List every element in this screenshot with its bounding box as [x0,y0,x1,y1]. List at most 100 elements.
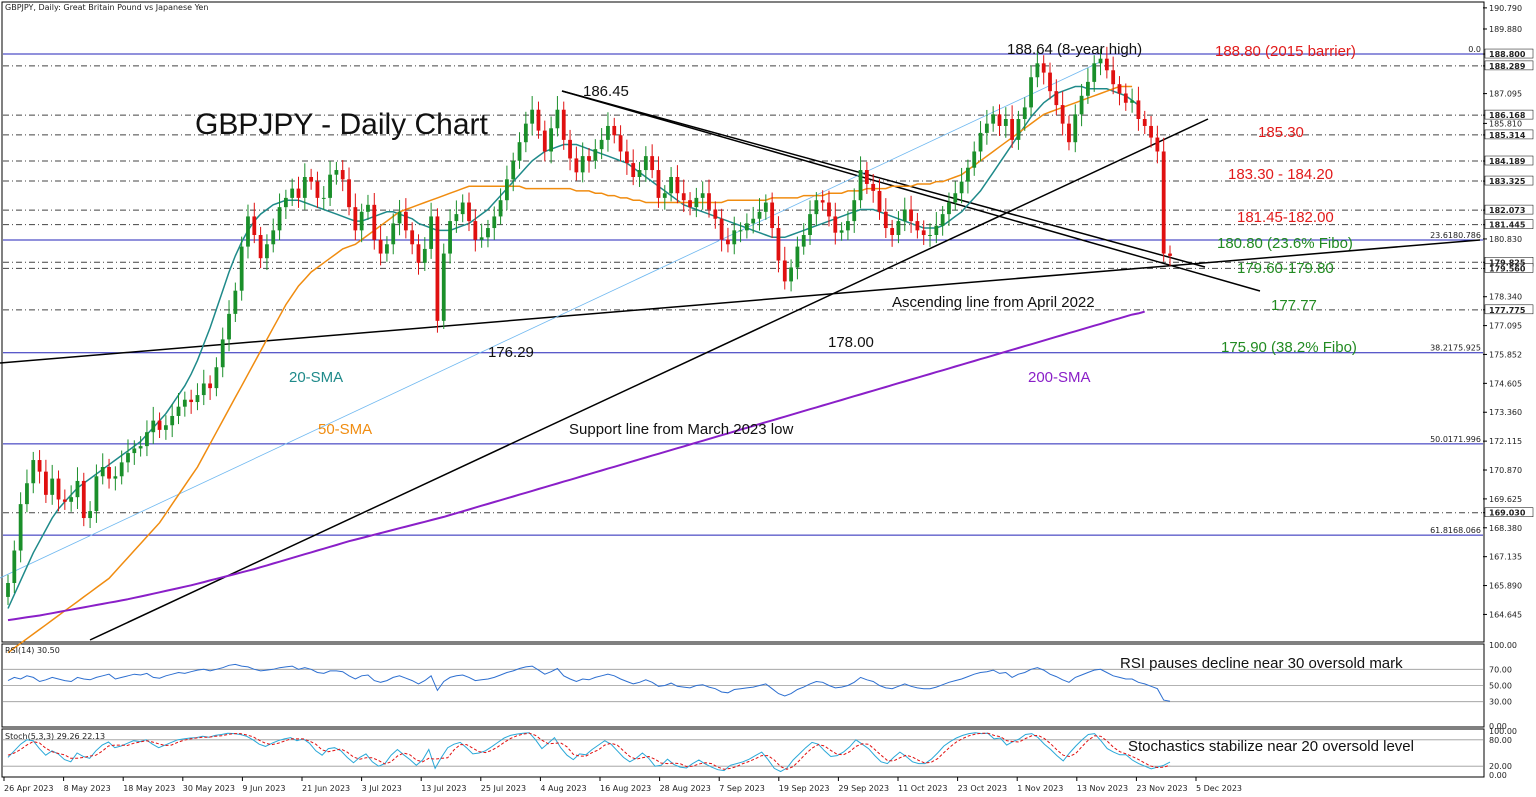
candle-bear [252,216,257,235]
candle-bull [984,123,989,133]
rsi-note: RSI pauses decline near 30 oversold mark [1120,655,1403,672]
candle-bear [883,211,888,229]
candle-bear [1060,105,1065,124]
candle-bull [429,216,434,249]
y-tick-label: 169.625 [1489,495,1522,504]
candle-bear [561,109,566,140]
sma-line-50-sma [7,85,1133,654]
stoch-tick-label: 0.00 [1489,771,1507,780]
price-tag-box [1484,109,1534,120]
candle-bull [738,230,743,232]
candle-bear [612,125,617,136]
candle-bull [201,383,206,396]
candle-bull [271,230,276,245]
candle-bull [25,483,29,505]
candle-bull [1016,119,1021,140]
chart-annotation: 178.00 [828,334,874,351]
candle-bull [959,181,964,194]
candle-bear [107,467,111,479]
x-tick-label: 11 Oct 2023 [898,784,947,793]
candle-bear [416,244,421,263]
candle-bull [814,200,819,215]
fibo-level-label: 0.0 [1468,45,1481,54]
level-annotation: 180.80 (23.6% Fibo) [1217,235,1353,252]
candle-bear [435,216,440,321]
candle-bear [1142,119,1147,126]
candle-bull [479,237,484,240]
price-tag-box [1484,129,1534,140]
candle-bull [195,395,200,403]
level-annotation: 181.45-182.00 [1237,209,1334,226]
candle-bear [909,209,913,222]
stoch-note: Stochastics stabilize near 20 oversold l… [1128,738,1414,755]
candle-bear [688,200,692,208]
candle-bear [631,163,636,177]
rsi-tick-label: 100.00 [1489,641,1517,650]
candle-bull [119,462,124,477]
candle-bear [719,218,724,240]
y-tick-label: 189.880 [1489,25,1522,34]
fibo-trendline [0,61,1101,579]
main-chart-title: GBPJPY - Daily Chart [195,108,489,141]
price-tag-label: 182.073 [1489,206,1525,215]
candle-bull [1022,107,1027,119]
y-tick-label: 164.645 [1489,610,1522,619]
y-tick-label: 180.830 [1489,235,1522,244]
level-annotation: 185.30 [1258,124,1304,141]
level-annotation: 188.80 (2015 barrier) [1215,43,1356,60]
candle-bear [707,193,711,210]
descending-line-a [561,90,1261,292]
rsi-panel-frame [1,643,1485,728]
ascending-line-april-2022 [0,239,1481,364]
candle-bull [555,109,560,129]
y-tick-label: 173.360 [1489,408,1522,417]
candle-bear [1104,58,1109,71]
candle-bear [1161,151,1166,254]
candle-bull [328,174,332,198]
candle-bull [321,197,326,199]
chart-annotation: 186.45 [583,83,629,100]
candle-bear [713,209,718,219]
candle-bear [1149,125,1153,138]
candle-bull [934,225,939,235]
stoch-d-line [7,732,1171,770]
candle-bull [896,221,901,235]
x-tick-label: 30 May 2023 [183,784,235,793]
candle-bull [839,230,844,233]
candle-bull [214,367,219,389]
candle-bull [283,197,288,208]
candle-bull [1092,63,1097,82]
chart-annotation: 20-SMA [289,369,343,386]
level-annotation: 175.90 (38.2% Fibo) [1221,339,1357,356]
candle-bear [536,109,541,131]
x-tick-label: 25 Jul 2023 [481,784,526,793]
x-tick-label: 9 Jun 2023 [242,784,285,793]
candle-bear [1155,137,1160,152]
candle-bull [385,244,389,254]
price-tag-label: 179.825 [1489,258,1526,267]
x-tick-label: 23 Oct 2023 [958,784,1007,793]
price-tag-box [1484,507,1534,517]
candle-bull [492,216,497,229]
candle-bear [62,499,67,502]
candle-bull [12,550,17,583]
y-tick-label: 165.890 [1489,582,1522,591]
price-tag-label: 188.289 [1489,62,1526,71]
price-tag-box [1484,204,1534,215]
candle-bull [1029,77,1033,108]
candle-bull [947,202,951,215]
candle-bull [846,221,850,231]
candle-bear [587,156,591,161]
candle-bull [991,114,996,124]
candle-bull [1003,119,1008,126]
candle-bear [473,221,478,240]
candle-bull [789,267,793,282]
candle-bear [189,399,194,403]
candle-bear [43,471,48,495]
candle-bull [359,211,364,231]
x-tick-label: 19 Sep 2023 [779,784,830,793]
candle-bull [391,223,396,245]
chart-annotation: Ascending line from April 2022 [892,294,1095,311]
stoch-tick-label: 20.00 [1489,762,1512,771]
price-tag-label: 169.030 [1489,509,1526,518]
